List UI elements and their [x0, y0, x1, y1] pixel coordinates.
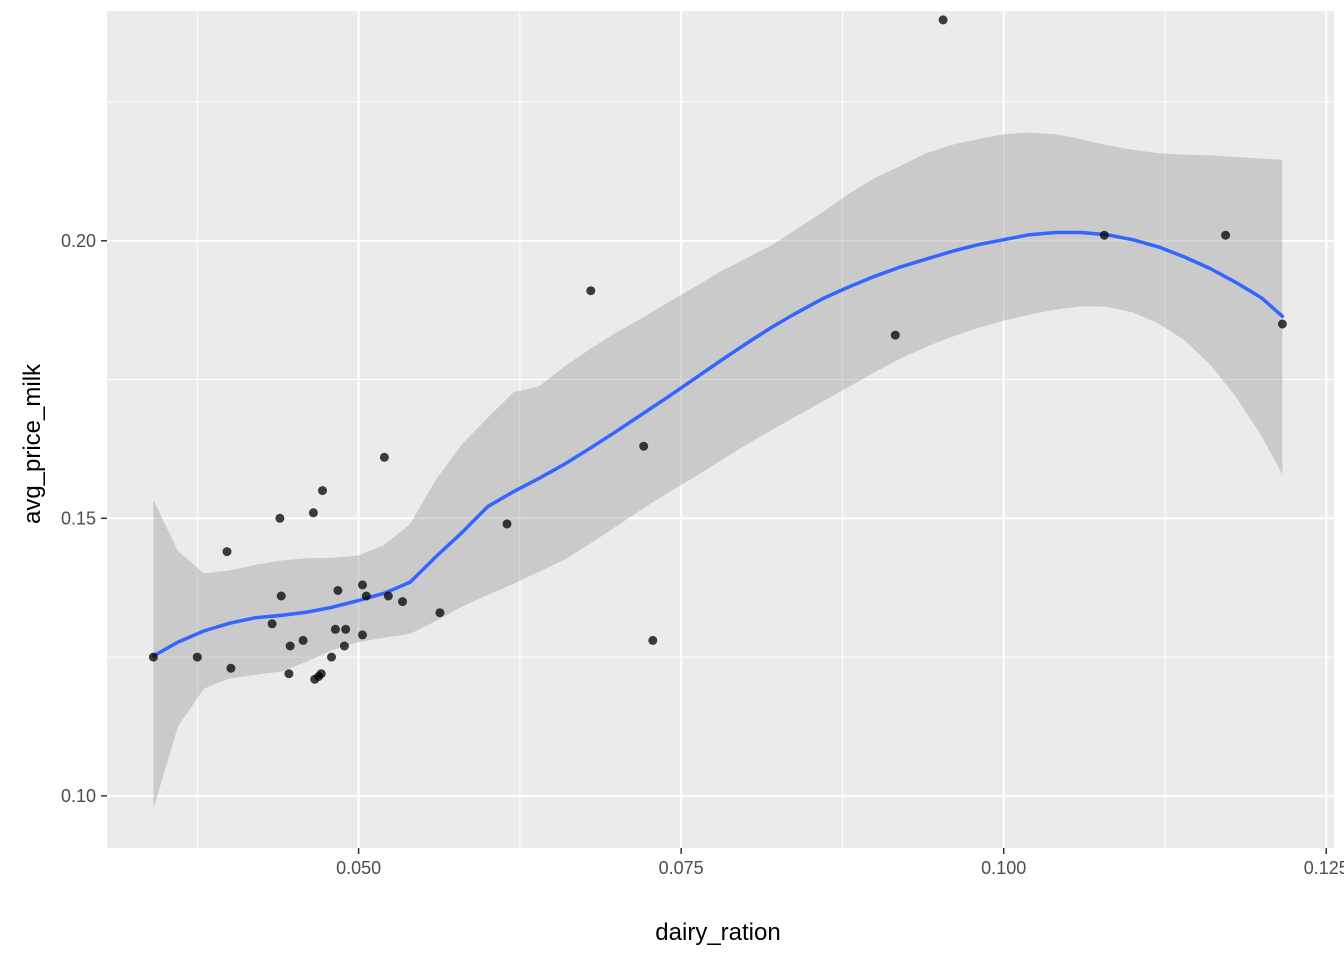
data-point: [339, 641, 349, 651]
data-point: [276, 591, 286, 601]
data-point: [379, 452, 389, 462]
data-point: [308, 508, 318, 518]
major-gridlines: [107, 11, 1334, 848]
data-point: [358, 630, 367, 640]
data-point: [327, 652, 336, 662]
data-point: [639, 441, 649, 451]
data-point: [361, 591, 371, 601]
data-point: [316, 669, 326, 679]
data-point: [148, 652, 158, 662]
x-tick-label: 0.075: [659, 858, 704, 878]
data-point: [275, 513, 285, 523]
plot-panel: [107, 11, 1334, 848]
y-tick-label: 0.15: [61, 508, 96, 528]
data-point: [298, 635, 308, 645]
y-axis-title: avg_price_milk: [19, 363, 46, 524]
x-tick-label: 0.100: [981, 858, 1026, 878]
axes: 0.050 0.075 0.100 0.125 0.10 0.15 0.20: [61, 231, 1344, 878]
minor-gridlines: [107, 11, 1334, 848]
data-point: [284, 669, 294, 679]
x-axis-title: dairy_ration: [655, 919, 780, 946]
data-point: [358, 580, 367, 590]
y-tick-label: 0.20: [61, 231, 96, 251]
x-tick-label: 0.050: [336, 858, 381, 878]
data-point: [226, 663, 236, 673]
data-point: [1277, 319, 1287, 329]
data-point: [318, 486, 327, 496]
data-point: [435, 608, 445, 618]
data-point: [398, 597, 407, 607]
data-point: [222, 547, 232, 557]
data-point: [502, 519, 512, 529]
data-point: [1221, 230, 1231, 240]
confidence-band-area: [153, 132, 1283, 809]
data-point: [341, 624, 351, 634]
data-point: [938, 15, 948, 25]
points-layer: [148, 15, 1287, 684]
data-point: [333, 586, 343, 595]
data-point: [648, 635, 658, 645]
x-tick-label: 0.125: [1304, 858, 1344, 878]
data-point: [383, 591, 393, 601]
y-tick-label: 0.10: [61, 786, 96, 806]
data-point: [267, 619, 277, 629]
smooth-line: [151, 230, 1285, 658]
data-point: [1099, 230, 1109, 240]
data-point: [890, 330, 900, 340]
data-point: [330, 624, 340, 634]
data-point: [285, 641, 295, 651]
smooth-line-layer: [151, 230, 1285, 658]
data-point: [192, 652, 202, 662]
confidence-band: [153, 132, 1283, 809]
data-point: [586, 286, 596, 296]
